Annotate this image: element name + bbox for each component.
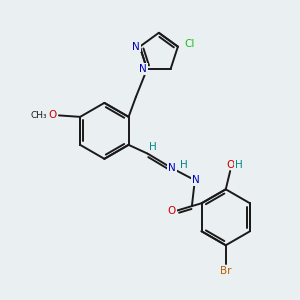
Text: O: O: [48, 110, 56, 120]
Text: O: O: [168, 206, 176, 216]
Text: Cl: Cl: [184, 39, 194, 49]
Text: N: N: [191, 175, 199, 185]
Text: CH₃: CH₃: [30, 111, 46, 120]
Text: N: N: [140, 64, 147, 74]
Text: H: H: [149, 142, 157, 152]
Text: Br: Br: [220, 266, 232, 276]
Text: N: N: [168, 164, 176, 173]
Text: N: N: [132, 42, 140, 52]
Text: H: H: [180, 160, 188, 170]
Text: H: H: [235, 160, 242, 170]
Text: O: O: [226, 160, 234, 170]
